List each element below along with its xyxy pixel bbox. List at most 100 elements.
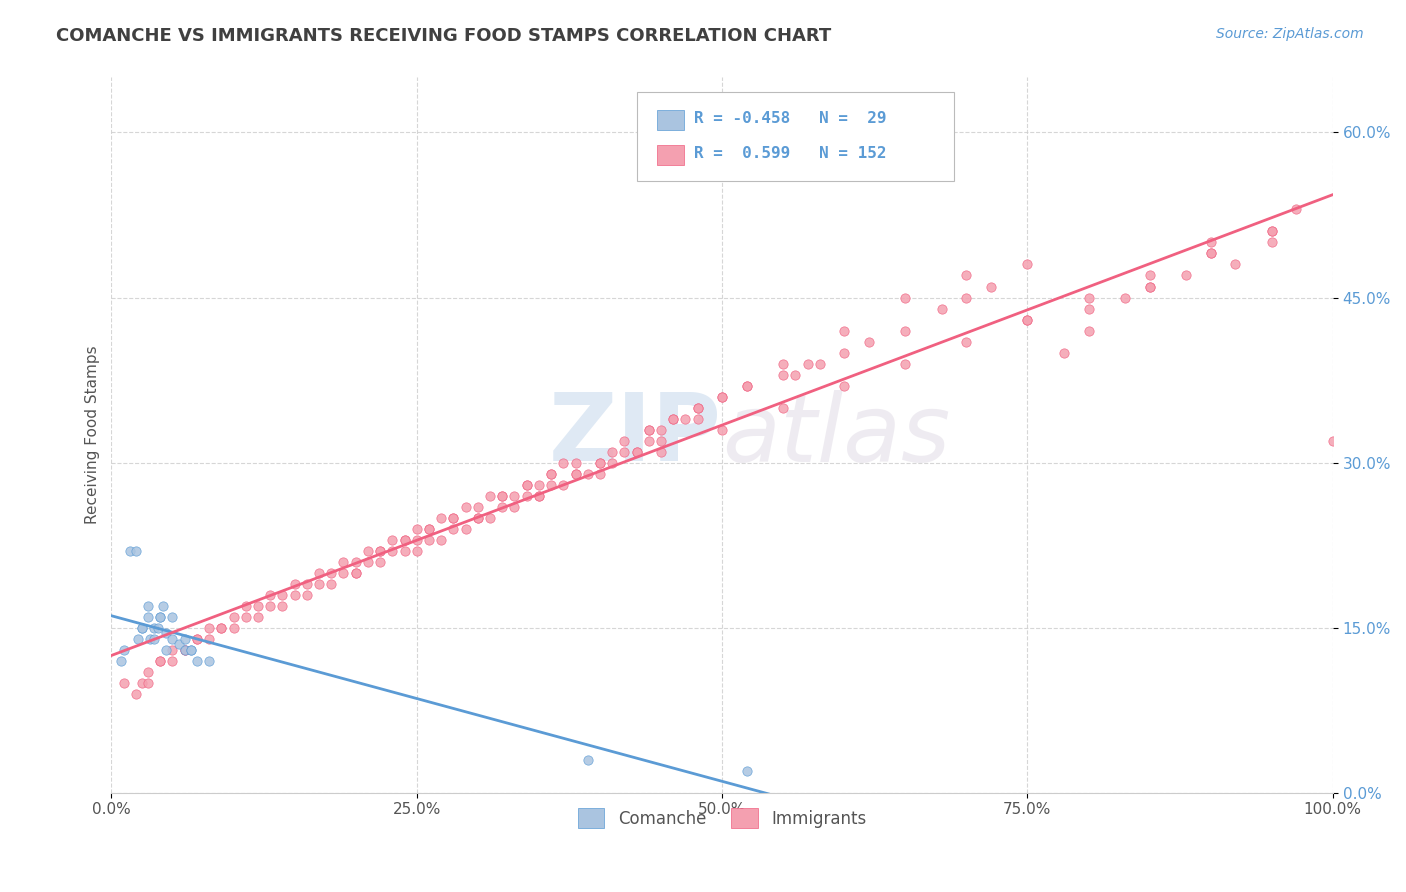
Point bbox=[955, 268, 977, 283]
Point bbox=[131, 621, 153, 635]
Point bbox=[576, 753, 599, 767]
Point bbox=[405, 533, 427, 547]
Legend: Comanche, Immigrants: Comanche, Immigrants bbox=[571, 802, 873, 834]
Point bbox=[344, 566, 367, 580]
Point bbox=[467, 510, 489, 524]
Point bbox=[186, 654, 208, 668]
Point bbox=[180, 642, 202, 657]
Point bbox=[1139, 279, 1161, 293]
Point bbox=[479, 510, 502, 524]
Point bbox=[735, 378, 758, 392]
Point bbox=[711, 390, 734, 404]
Point bbox=[1017, 258, 1039, 272]
Point bbox=[127, 632, 149, 646]
Point bbox=[418, 522, 440, 536]
Point bbox=[772, 401, 794, 415]
Point bbox=[136, 675, 159, 690]
Point bbox=[394, 533, 416, 547]
Point bbox=[955, 334, 977, 349]
Point bbox=[295, 588, 318, 602]
Point bbox=[832, 324, 855, 338]
Point bbox=[675, 411, 697, 425]
Point bbox=[491, 489, 513, 503]
Y-axis label: Receiving Food Stamps: Receiving Food Stamps bbox=[86, 346, 100, 524]
Point bbox=[162, 632, 184, 646]
Point bbox=[235, 599, 257, 613]
Point bbox=[894, 357, 917, 371]
Point bbox=[143, 632, 166, 646]
Point bbox=[589, 467, 612, 481]
Point bbox=[110, 654, 132, 668]
Point bbox=[143, 621, 166, 635]
Point bbox=[357, 543, 380, 558]
Point bbox=[186, 632, 208, 646]
Text: R =  0.599   N = 152: R = 0.599 N = 152 bbox=[695, 146, 887, 161]
Point bbox=[173, 642, 195, 657]
Point bbox=[516, 477, 538, 491]
Point bbox=[246, 609, 269, 624]
Point bbox=[931, 301, 953, 316]
Point bbox=[441, 522, 464, 536]
Point bbox=[162, 609, 184, 624]
Point bbox=[808, 357, 831, 371]
Point bbox=[321, 566, 343, 580]
Text: COMANCHE VS IMMIGRANTS RECEIVING FOOD STAMPS CORRELATION CHART: COMANCHE VS IMMIGRANTS RECEIVING FOOD ST… bbox=[56, 27, 831, 45]
Point bbox=[308, 566, 330, 580]
Point bbox=[246, 599, 269, 613]
Point bbox=[295, 576, 318, 591]
Point bbox=[686, 411, 709, 425]
Text: R = -0.458   N =  29: R = -0.458 N = 29 bbox=[695, 111, 887, 126]
Point bbox=[167, 637, 190, 651]
Point bbox=[332, 566, 354, 580]
Point bbox=[955, 291, 977, 305]
Point bbox=[259, 599, 281, 613]
Point bbox=[381, 533, 404, 547]
Point bbox=[155, 626, 177, 640]
Point bbox=[136, 599, 159, 613]
Point bbox=[418, 522, 440, 536]
Point bbox=[146, 621, 169, 635]
Point bbox=[344, 566, 367, 580]
Point bbox=[198, 632, 221, 646]
Point bbox=[1114, 291, 1136, 305]
Point bbox=[1199, 235, 1222, 250]
Point bbox=[149, 654, 172, 668]
Point bbox=[222, 609, 245, 624]
Point bbox=[637, 423, 659, 437]
Point bbox=[1017, 312, 1039, 326]
Bar bbox=[658, 110, 685, 129]
Point bbox=[650, 423, 672, 437]
Point bbox=[1260, 235, 1282, 250]
Point bbox=[162, 654, 184, 668]
Point bbox=[467, 500, 489, 514]
Point bbox=[467, 510, 489, 524]
Point bbox=[271, 599, 294, 613]
Point bbox=[576, 467, 599, 481]
Point bbox=[650, 434, 672, 448]
Point bbox=[418, 533, 440, 547]
Point bbox=[131, 675, 153, 690]
Point bbox=[368, 543, 391, 558]
Point bbox=[832, 345, 855, 359]
Point bbox=[235, 609, 257, 624]
Point bbox=[112, 675, 135, 690]
Point bbox=[173, 642, 195, 657]
Point bbox=[368, 543, 391, 558]
Point bbox=[454, 522, 477, 536]
Point bbox=[1199, 246, 1222, 260]
Text: ZIP: ZIP bbox=[550, 389, 723, 481]
Point bbox=[479, 489, 502, 503]
Point bbox=[564, 467, 586, 481]
Text: Source: ZipAtlas.com: Source: ZipAtlas.com bbox=[1216, 27, 1364, 41]
Point bbox=[553, 456, 575, 470]
Point bbox=[430, 510, 453, 524]
Point bbox=[180, 642, 202, 657]
Point bbox=[772, 368, 794, 382]
Point bbox=[332, 555, 354, 569]
Point bbox=[589, 456, 612, 470]
Point bbox=[1175, 268, 1198, 283]
Point bbox=[527, 489, 550, 503]
Point bbox=[1139, 268, 1161, 283]
Point bbox=[308, 576, 330, 591]
Point bbox=[735, 378, 758, 392]
